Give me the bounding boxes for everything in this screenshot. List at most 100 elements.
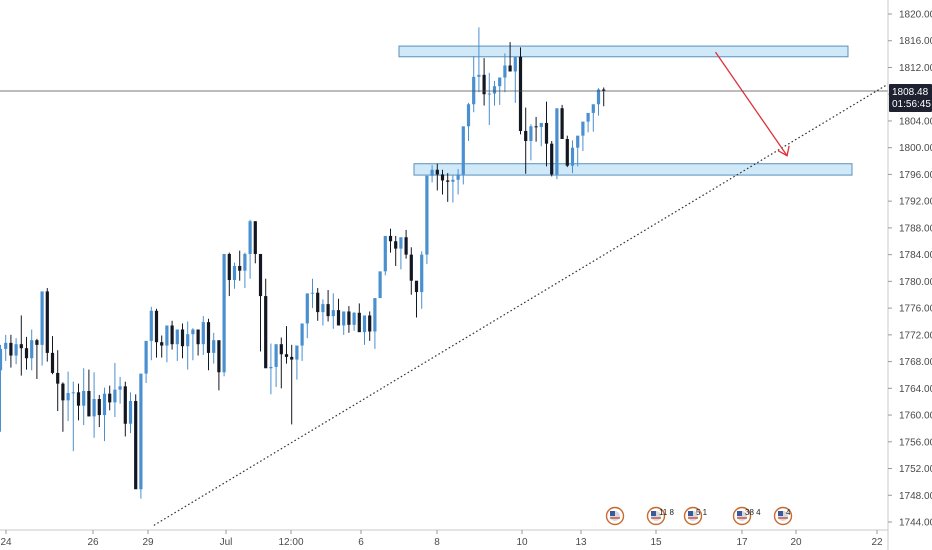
candle	[165, 325, 169, 363]
candle-body	[66, 392, 70, 401]
candle	[45, 288, 49, 362]
candle-body	[602, 89, 606, 91]
event-badge[interactable]: 11 8	[646, 506, 675, 526]
candle	[40, 291, 44, 366]
candle	[300, 323, 304, 361]
candle	[503, 53, 507, 93]
candle-body	[352, 312, 356, 325]
candle-body	[451, 179, 455, 182]
candle	[290, 344, 294, 425]
candle	[160, 335, 164, 358]
candle-body	[430, 169, 434, 176]
event-badge[interactable]	[605, 506, 625, 526]
candle	[581, 121, 585, 152]
candle	[123, 381, 127, 437]
candle-body	[170, 325, 174, 345]
candle	[492, 80, 497, 106]
flag-icon-canton	[610, 511, 615, 516]
event-badges: 11 8 5 1 38 4 4	[605, 506, 793, 526]
candle-body	[456, 174, 460, 180]
candle-body	[4, 342, 8, 349]
candle-body	[331, 310, 335, 317]
candle	[227, 252, 231, 297]
candle-body	[87, 390, 91, 417]
candle	[196, 329, 200, 356]
x-tick-label: Jul	[220, 537, 233, 548]
candle-body	[518, 56, 523, 131]
candle	[14, 338, 18, 365]
candle-body	[82, 390, 86, 406]
candle-body	[362, 315, 367, 333]
candle	[570, 140, 575, 174]
candle	[128, 392, 133, 434]
candle	[279, 337, 283, 389]
candle-body	[56, 372, 60, 384]
candle	[373, 298, 377, 349]
candle-body	[425, 175, 429, 255]
x-tick-label: 12:00	[278, 537, 303, 548]
y-tick-label: 1780.00	[899, 277, 932, 288]
y-tick-label: 1800.00	[899, 143, 932, 154]
candle	[310, 278, 315, 309]
candle-body	[565, 138, 569, 166]
x-tick-label: 26	[87, 537, 99, 548]
candle-body	[300, 323, 304, 346]
candle	[420, 251, 424, 309]
candle-body	[196, 329, 200, 345]
candle	[295, 345, 299, 380]
candle-body	[539, 122, 543, 127]
candle-body	[9, 342, 13, 356]
candle	[264, 278, 268, 369]
event-badge[interactable]: 5 1	[683, 506, 708, 526]
y-tick-label: 1784.00	[899, 250, 932, 261]
candle-body	[576, 135, 580, 148]
candle	[19, 315, 23, 376]
candle-body	[414, 280, 419, 293]
event-badge[interactable]: 4	[773, 506, 793, 526]
candle	[253, 221, 257, 264]
candle	[409, 247, 413, 295]
candle	[113, 362, 117, 418]
candle-body	[243, 253, 247, 271]
candle	[446, 173, 450, 202]
x-tick-label: 20	[790, 537, 802, 548]
candle-body	[40, 291, 44, 345]
candle-body	[534, 126, 538, 128]
candle	[170, 320, 174, 350]
y-tick-label: 1796.00	[899, 170, 932, 181]
event-badge-label: 4	[786, 508, 791, 517]
candle	[186, 321, 190, 370]
candle	[544, 101, 549, 167]
x-tick-label: 6	[358, 537, 364, 548]
candle-body	[560, 108, 564, 139]
candle-body	[24, 348, 29, 359]
candle-body	[165, 325, 169, 346]
candle-body	[50, 352, 55, 373]
event-badge[interactable]: 38 4	[732, 506, 762, 526]
y-tick-label: 1804.00	[899, 116, 932, 127]
time-axis[interactable]: 24 26 29 Jul 12:00 6 8 10 13 15 17 20 22	[0, 529, 888, 548]
candle-body	[206, 322, 211, 353]
candle	[30, 329, 34, 371]
candle-body	[30, 340, 34, 359]
candle	[108, 385, 112, 411]
price-axis[interactable]: 1744.00 1748.00 1752.00 1756.00 1760.00 1764.…	[887, 0, 932, 550]
arrow-head	[777, 145, 790, 157]
candle	[456, 169, 460, 195]
candle	[316, 288, 320, 321]
candle	[243, 252, 247, 289]
candle	[149, 306, 153, 361]
event-badge-label: 11 8	[659, 508, 675, 517]
y-tick-label: 1772.00	[899, 330, 932, 341]
candle-body	[409, 254, 413, 281]
candle	[238, 250, 242, 281]
candle	[50, 336, 55, 375]
y-tick-label: 1752.00	[899, 464, 932, 475]
candle-body	[482, 74, 486, 95]
candle-body	[466, 104, 471, 127]
candle-body	[477, 74, 481, 77]
candle	[134, 394, 138, 490]
candle	[269, 343, 273, 395]
candle-body	[440, 174, 445, 181]
